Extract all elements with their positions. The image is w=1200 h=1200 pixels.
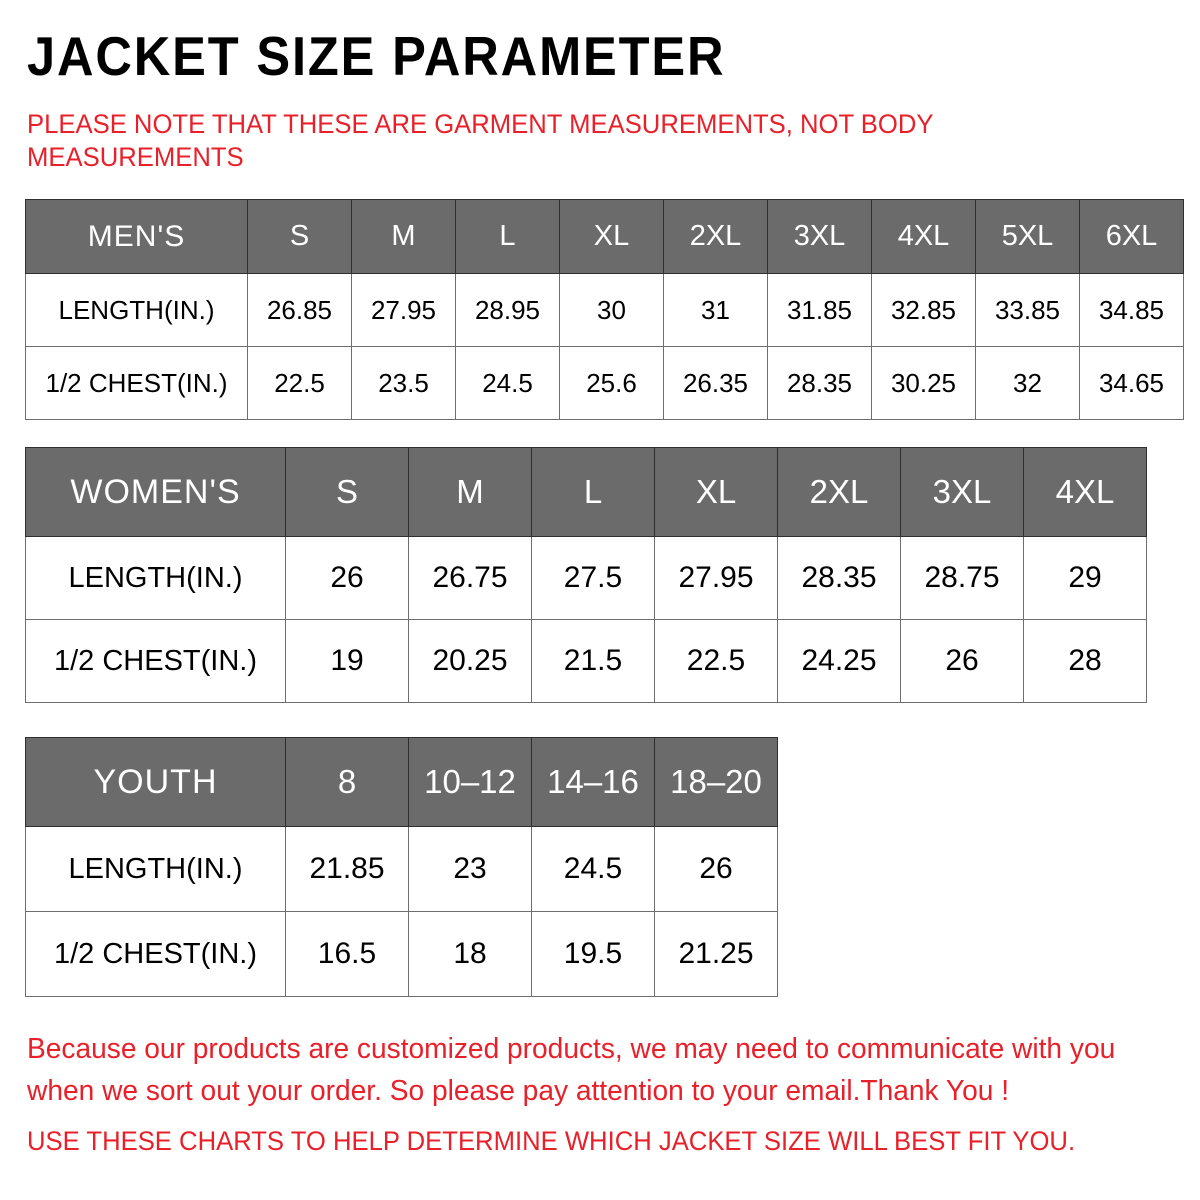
- table-row: 1/2 CHEST(IN.) 19 20.25 21.5 22.5 24.25 26 28: [25, 619, 1147, 703]
- measurement-value-cell: 33.85: [975, 273, 1080, 347]
- measurement-label-cell: LENGTH(IN.): [25, 273, 248, 347]
- table-row: 1/2 CHEST(IN.) 22.5 23.5 24.5 25.6 26.35 28.35…: [25, 346, 1184, 420]
- measurement-value-cell: 21.5: [531, 619, 655, 703]
- garment-measurement-note: PLEASE NOTE THAT THESE ARE GARMENT MEASU…: [27, 109, 934, 172]
- measurement-value-cell: 21.85: [285, 826, 409, 912]
- measurement-value-cell: 16.5: [285, 911, 409, 997]
- measurement-value-cell: 28.95: [455, 273, 560, 347]
- size-header-cell: 18–20: [654, 737, 778, 827]
- measurement-value-cell: 26: [654, 826, 778, 912]
- measurement-value-cell: 31: [663, 273, 768, 347]
- measurement-label-cell: 1/2 CHEST(IN.): [25, 619, 286, 703]
- measurement-value-cell: 24.5: [531, 826, 655, 912]
- measurement-value-cell: 27.95: [654, 536, 778, 620]
- mens-size-table: MEN'S S M L XL 2XL 3XL 4XL 5XL 6XL LENGTH(IN.) 26.8…: [25, 199, 1184, 420]
- womens-table-body: WOMEN'S S M L XL 2XL 3XL 4XL LENGTH(IN.) 26 26.75 2…: [25, 447, 1147, 703]
- measurement-value-cell: 24.25: [777, 619, 901, 703]
- measurement-value-cell: 23.5: [351, 346, 456, 420]
- table-row: LENGTH(IN.) 21.85 23 24.5 26: [25, 826, 778, 912]
- measurement-value-cell: 21.25: [654, 911, 778, 997]
- measurement-value-cell: 27.95: [351, 273, 456, 347]
- size-header-cell: XL: [559, 199, 664, 274]
- size-header-cell: 10–12: [408, 737, 532, 827]
- measurement-value-cell: 32.85: [871, 273, 976, 347]
- table-row: 1/2 CHEST(IN.) 16.5 18 19.5 21.25: [25, 911, 778, 997]
- measurement-value-cell: 18: [408, 911, 532, 997]
- size-header-cell: 14–16: [531, 737, 655, 827]
- size-header-cell: 4XL: [871, 199, 976, 274]
- customization-note: Because our products are customized prod…: [27, 1033, 1116, 1107]
- size-header-cell: XL: [654, 447, 778, 537]
- measurement-value-cell: 26.85: [247, 273, 352, 347]
- measurement-value-cell: 26.75: [408, 536, 532, 620]
- usage-note: USE THESE CHARTS TO HELP DETERMINE WHICH…: [27, 1126, 1076, 1156]
- youth-table-title-cell: YOUTH: [25, 737, 286, 827]
- measurement-value-cell: 26: [900, 619, 1024, 703]
- size-header-cell: L: [531, 447, 655, 537]
- table-header-row: WOMEN'S S M L XL 2XL 3XL 4XL: [25, 447, 1147, 537]
- measurement-value-cell: 20.25: [408, 619, 532, 703]
- measurement-value-cell: 30: [559, 273, 664, 347]
- measurement-value-cell: 34.65: [1079, 346, 1184, 420]
- table-header-row: YOUTH 8 10–12 14–16 18–20: [25, 737, 778, 827]
- measurement-label-cell: LENGTH(IN.): [25, 826, 286, 912]
- measurement-value-cell: 22.5: [654, 619, 778, 703]
- measurement-value-cell: 22.5: [247, 346, 352, 420]
- mens-table-body: MEN'S S M L XL 2XL 3XL 4XL 5XL 6XL LENGTH(IN.) 26.8…: [25, 199, 1184, 420]
- size-header-cell: 3XL: [767, 199, 872, 274]
- size-header-cell: 6XL: [1079, 199, 1184, 274]
- measurement-value-cell: 19.5: [531, 911, 655, 997]
- size-header-cell: L: [455, 199, 560, 274]
- measurement-value-cell: 26.35: [663, 346, 768, 420]
- measurement-label-cell: 1/2 CHEST(IN.): [25, 911, 286, 997]
- table-row: LENGTH(IN.) 26 26.75 27.5 27.95 28.35 28.75 29: [25, 536, 1147, 620]
- size-header-cell: 2XL: [663, 199, 768, 274]
- table-header-row: MEN'S S M L XL 2XL 3XL 4XL 5XL 6XL: [25, 199, 1184, 274]
- measurement-value-cell: 28.75: [900, 536, 1024, 620]
- size-header-cell: 5XL: [975, 199, 1080, 274]
- measurement-value-cell: 28.35: [767, 346, 872, 420]
- youth-size-table: YOUTH 8 10–12 14–16 18–20 LENGTH(IN.) 21.85 23 2…: [25, 737, 778, 997]
- measurement-label-cell: 1/2 CHEST(IN.): [25, 346, 248, 420]
- size-header-cell: 3XL: [900, 447, 1024, 537]
- size-header-cell: M: [351, 199, 456, 274]
- measurement-value-cell: 23: [408, 826, 532, 912]
- measurement-value-cell: 28: [1023, 619, 1147, 703]
- measurement-value-cell: 24.5: [455, 346, 560, 420]
- measurement-value-cell: 30.25: [871, 346, 976, 420]
- youth-table-body: YOUTH 8 10–12 14–16 18–20 LENGTH(IN.) 21.85 23 2…: [25, 737, 778, 997]
- measurement-label-cell: LENGTH(IN.): [25, 536, 286, 620]
- measurement-value-cell: 25.6: [559, 346, 664, 420]
- size-header-cell: 8: [285, 737, 409, 827]
- measurement-value-cell: 27.5: [531, 536, 655, 620]
- measurement-value-cell: 32: [975, 346, 1080, 420]
- womens-size-table: WOMEN'S S M L XL 2XL 3XL 4XL LENGTH(IN.) 26 26.75 2…: [25, 447, 1147, 703]
- measurement-value-cell: 19: [285, 619, 409, 703]
- measurement-value-cell: 29: [1023, 536, 1147, 620]
- measurement-value-cell: 34.85: [1079, 273, 1184, 347]
- men-table-title-cell: MEN'S: [25, 199, 248, 274]
- table-row: LENGTH(IN.) 26.85 27.95 28.95 30 31 31.85 32.85…: [25, 273, 1184, 347]
- women-table-title-cell: WOMEN'S: [25, 447, 286, 537]
- measurement-value-cell: 26: [285, 536, 409, 620]
- size-header-cell: S: [247, 199, 352, 274]
- size-header-cell: 4XL: [1023, 447, 1147, 537]
- size-header-cell: M: [408, 447, 532, 537]
- size-header-cell: S: [285, 447, 409, 537]
- measurement-value-cell: 31.85: [767, 273, 872, 347]
- page-title: JACKET SIZE PARAMETER: [27, 25, 726, 87]
- size-header-cell: 2XL: [777, 447, 901, 537]
- measurement-value-cell: 28.35: [777, 536, 901, 620]
